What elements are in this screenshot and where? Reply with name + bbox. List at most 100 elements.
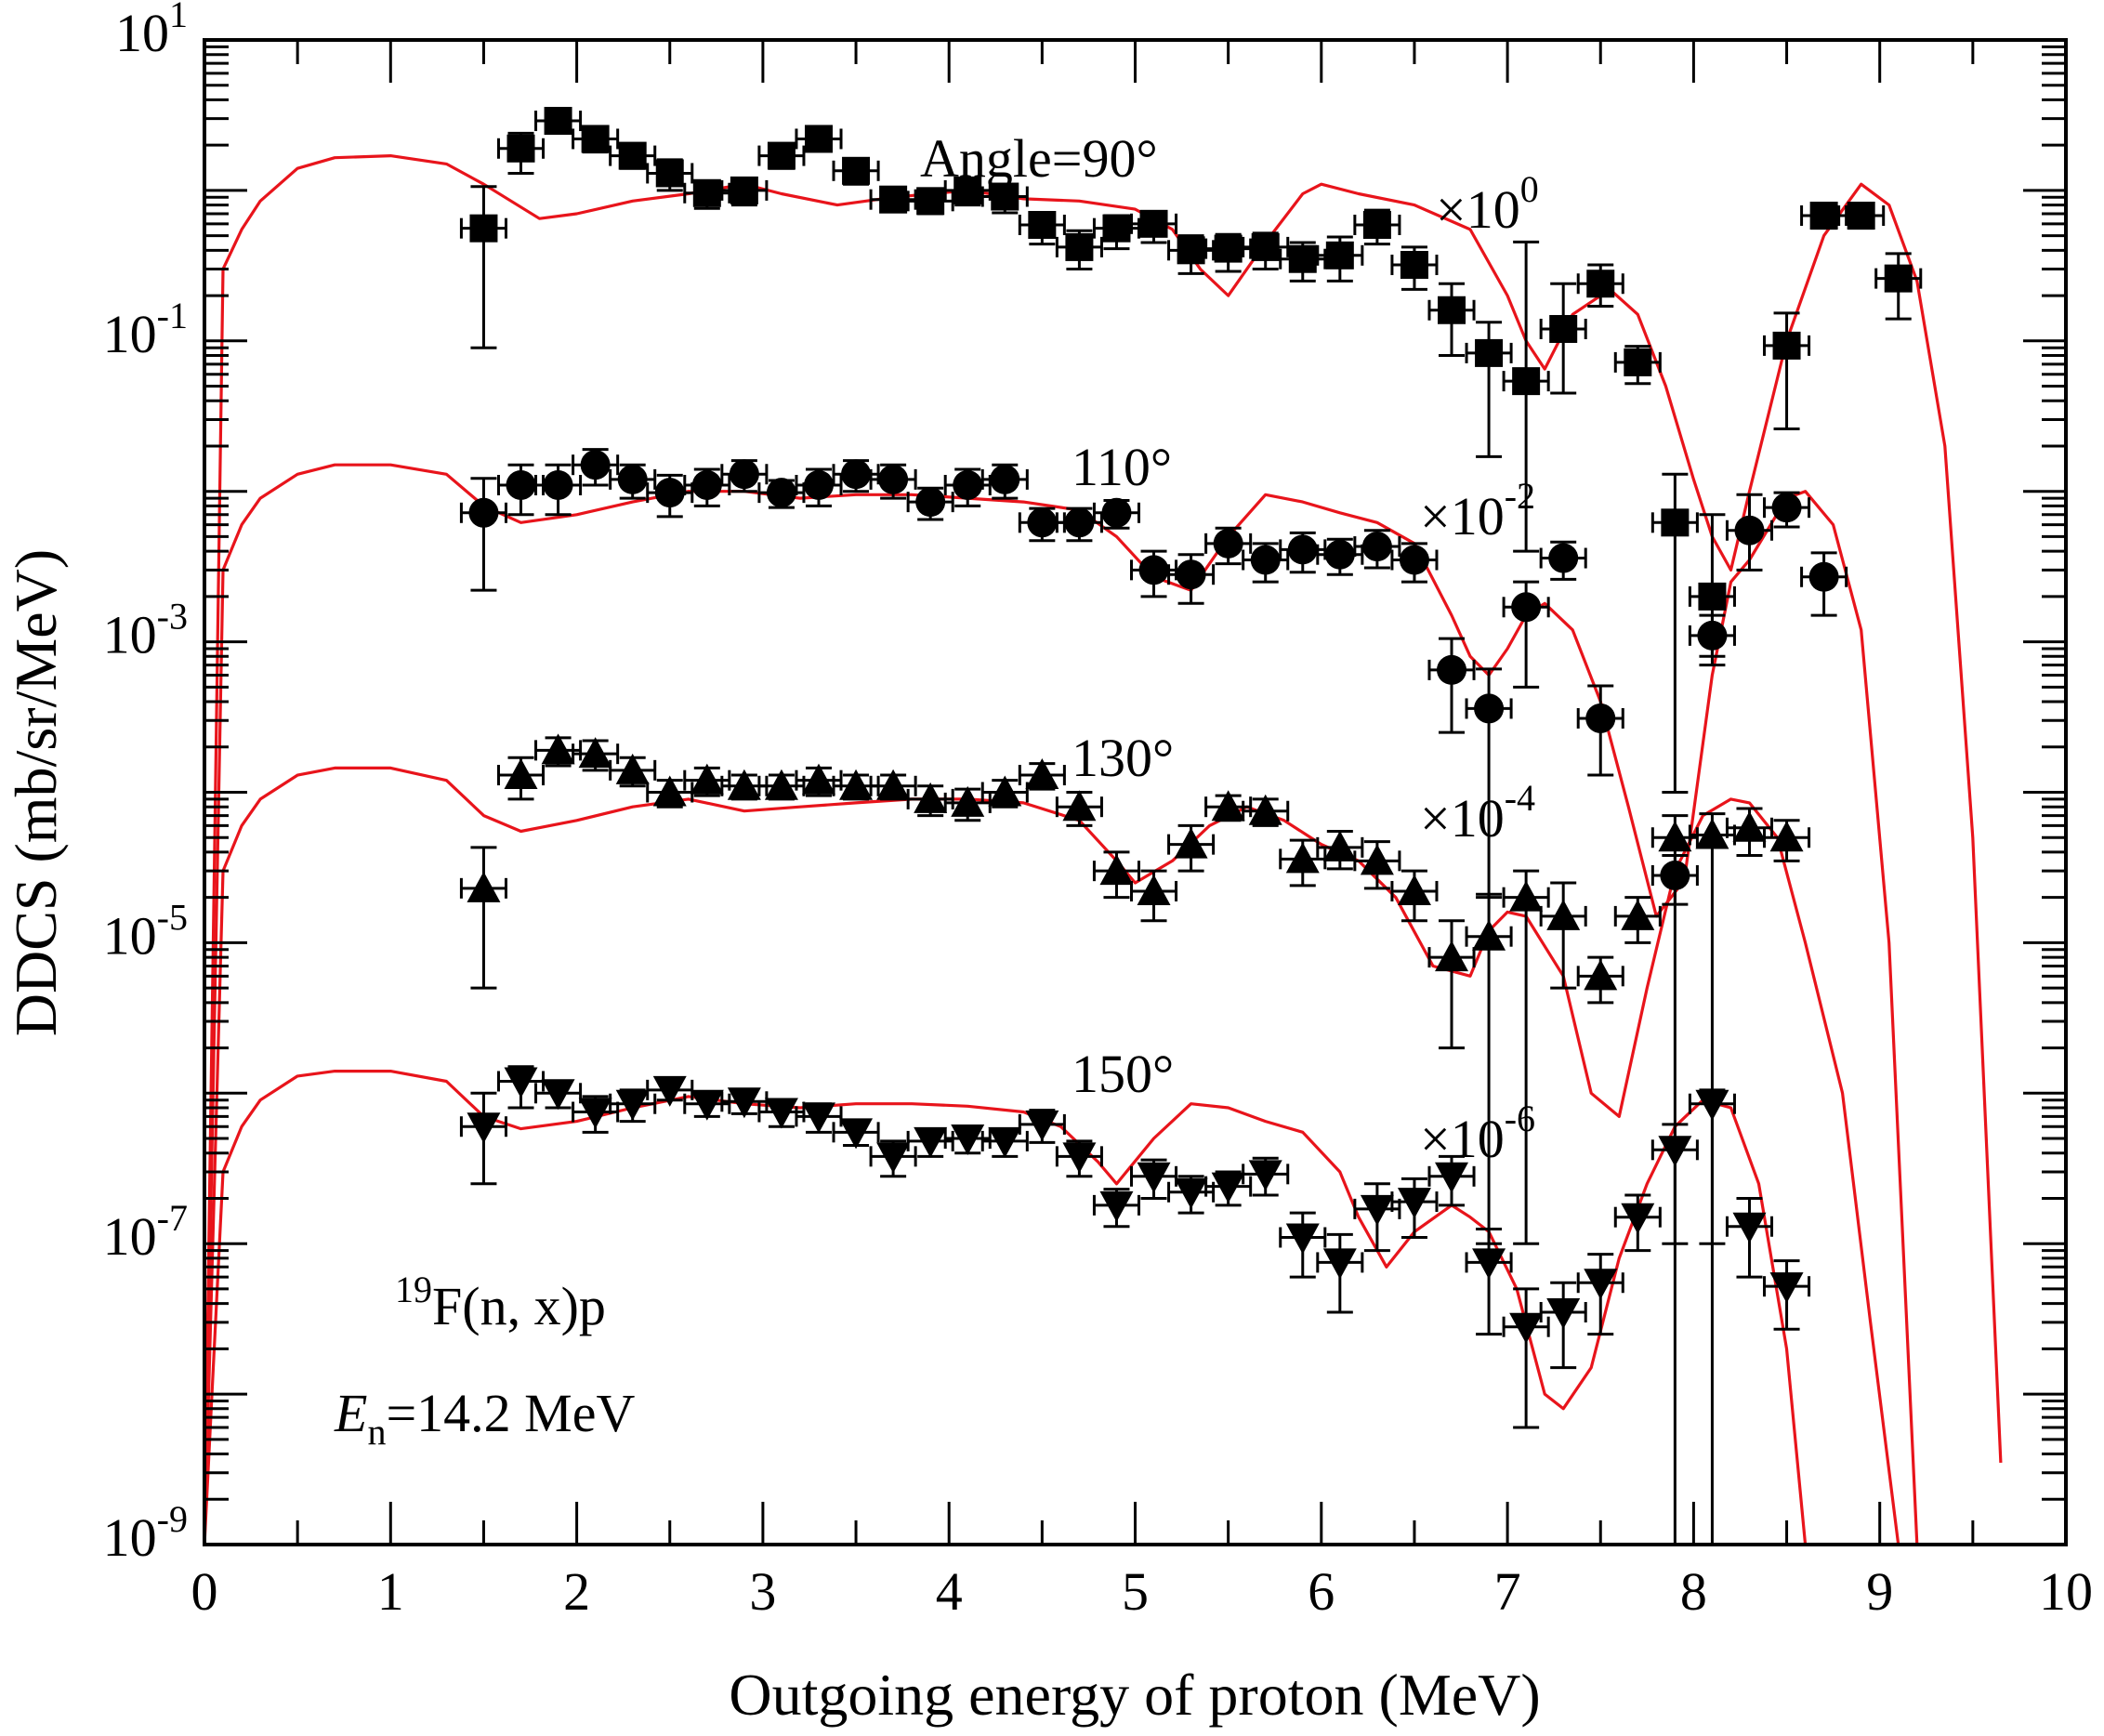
data-point-square <box>692 178 721 207</box>
data-point-triangle-up <box>1099 854 1134 886</box>
data-point-square <box>1400 251 1428 280</box>
data-point-triangle-up <box>1285 842 1320 874</box>
data-point-square <box>1102 214 1131 243</box>
y-tick-label: 101 <box>115 0 188 63</box>
y-tick-exponent: -7 <box>157 1197 188 1239</box>
data-point-triangle-down <box>578 1098 612 1129</box>
labels: Outgoing energy of proton (MeV) DDCS (mb… <box>3 128 1541 1728</box>
data-point-triangle-down <box>541 1079 575 1111</box>
data-point-circle <box>803 469 834 500</box>
data-point-circle <box>915 487 946 518</box>
data-point-triangle-down <box>615 1089 650 1121</box>
data-point-circle <box>1585 703 1616 733</box>
data-point-circle <box>1437 654 1467 685</box>
scale-factor-110: ×10-2 <box>1420 475 1535 546</box>
angle-label-150: 150° <box>1072 1044 1174 1104</box>
data-point-triangle-down <box>1472 1248 1506 1280</box>
data-point-triangle-up <box>1435 940 1469 972</box>
data-point-triangle-down <box>801 1102 835 1134</box>
scale-factor-90: ×100 <box>1436 168 1539 240</box>
scale-exp: -6 <box>1505 1098 1535 1139</box>
data-point-triangle-up <box>1509 880 1544 912</box>
x-tick-label: 4 <box>936 1561 963 1622</box>
data-point-circle <box>1213 528 1243 559</box>
data-point-square <box>1251 232 1280 261</box>
data-point-triangle-down <box>1248 1160 1282 1191</box>
y-tick-base: 10 <box>103 1507 157 1568</box>
data-point-square <box>1549 314 1578 343</box>
x-tick-label: 0 <box>191 1561 218 1622</box>
data-point-square <box>1288 244 1317 273</box>
y-tick-exponent: -9 <box>157 1498 188 1540</box>
data-point-triangle-down <box>1322 1248 1357 1280</box>
scale-factor-130: ×10-4 <box>1420 777 1535 848</box>
energy-label: En=14.2 MeV <box>334 1383 635 1453</box>
data-point-square <box>1884 264 1913 293</box>
series-90 <box>459 107 1923 794</box>
data-point-circle <box>580 450 611 480</box>
reaction-label: 19F(n, x)p <box>395 1269 606 1336</box>
data-point-square <box>1177 236 1205 265</box>
data-point-circle <box>654 478 685 508</box>
data-point-triangle-down <box>951 1124 985 1156</box>
data-point-square <box>804 125 833 153</box>
y-tick-label: 10-5 <box>103 896 188 966</box>
data-point-circle <box>1287 534 1318 565</box>
data-point-circle <box>1250 545 1281 575</box>
data-point-circle <box>691 469 722 500</box>
x-tick-label: 9 <box>1866 1561 1893 1622</box>
data-point-triangle-down <box>690 1089 724 1121</box>
data-point-square <box>544 107 572 136</box>
y-tick-label: 10-7 <box>103 1197 188 1267</box>
data-point-triangle-up <box>1248 794 1282 825</box>
scale-exp: -4 <box>1505 777 1535 819</box>
data-point-square <box>1065 232 1094 261</box>
data-point-circle <box>543 469 573 500</box>
data-point-square <box>1512 367 1541 396</box>
data-point-triangle-down <box>1621 1203 1655 1234</box>
data-point-circle <box>1324 539 1355 570</box>
data-point-circle <box>766 478 796 508</box>
data-point-triangle-down <box>876 1142 911 1174</box>
y-tick-base: 10 <box>103 304 157 364</box>
data-point-circle <box>1138 555 1169 585</box>
data-point-triangle-down <box>1360 1194 1394 1226</box>
data-point-triangle-up <box>1211 790 1245 822</box>
angle-label-110: 110° <box>1072 437 1172 497</box>
data-point-square <box>1362 210 1391 239</box>
data-point-circle <box>1697 620 1728 651</box>
data-point-triangle-down <box>1137 1162 1171 1193</box>
data-point-triangle-down <box>1211 1172 1245 1203</box>
data-point-circle <box>729 459 759 490</box>
data-point-square <box>1139 209 1168 238</box>
data-point-triangle-down <box>1285 1223 1320 1255</box>
data-point-triangle-down <box>988 1126 1022 1158</box>
data-point-triangle-up <box>1025 758 1059 790</box>
data-point-square <box>1028 210 1057 239</box>
data-point-triangle-down <box>1732 1212 1767 1243</box>
x-tick-label: 1 <box>377 1561 404 1622</box>
data-point-circle <box>617 464 648 494</box>
reaction-superscript: 19 <box>395 1269 432 1310</box>
data-point-triangle-up <box>1360 844 1394 875</box>
data-point-square <box>953 176 982 204</box>
data-point-square <box>767 141 796 170</box>
angle-label-90: Angle=90° <box>920 128 1158 189</box>
y-tick-label: 10-9 <box>103 1498 188 1568</box>
x-tick-label: 10 <box>2039 1561 2093 1622</box>
data-point-square <box>842 156 871 185</box>
data-point-square <box>1214 234 1243 263</box>
data-point-triangle-down <box>1099 1190 1134 1222</box>
data-point-triangle-up <box>1658 821 1692 852</box>
data-point-circle <box>1474 693 1505 724</box>
y-tick-base: 10 <box>115 3 169 63</box>
data-point-triangle-up <box>1397 874 1431 905</box>
data-point-circle <box>468 497 499 528</box>
data-point-triangle-down <box>652 1075 687 1107</box>
y-tick-exponent: 1 <box>169 0 188 35</box>
data-point-square <box>730 176 758 204</box>
y-tick-label: 10-1 <box>103 295 188 364</box>
data-point-circle <box>506 469 536 500</box>
data-point-triangle-up <box>1695 818 1729 849</box>
